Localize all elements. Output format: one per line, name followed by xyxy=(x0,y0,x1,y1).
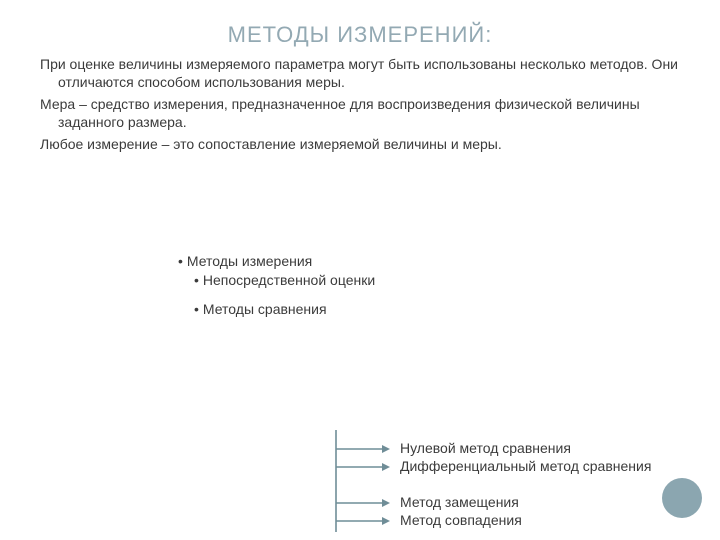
arrow-label: Дифференциальный метод сравнения xyxy=(400,458,651,476)
arrow-label: Нулевой метод сравнения xyxy=(400,440,571,458)
arrow-row: Метод совпадения xyxy=(328,512,688,530)
slide-title: МЕТОДЫ ИЗМЕРЕНИЙ: xyxy=(0,22,720,48)
paragraph: Мера – средство измерения, предназначенн… xyxy=(22,96,698,132)
paragraph: Любое измерение – это сопоставление изме… xyxy=(22,136,698,154)
list-label: Методы сравнения xyxy=(203,301,327,317)
methods-list: Методы измерения Непосредственной оценки… xyxy=(178,252,375,319)
list-item-lvl2: Непосредственной оценки xyxy=(178,271,375,290)
list-item-lvl2: Методы сравнения xyxy=(178,300,375,319)
arrow-icon xyxy=(328,494,390,512)
list-label: Методы измерения xyxy=(187,253,312,269)
list-item-lvl1: Методы измерения xyxy=(178,252,375,271)
arrow-icon xyxy=(328,458,390,494)
paragraph: При оценке величины измеряемого параметр… xyxy=(22,56,698,92)
arrow-icon xyxy=(328,440,390,458)
arrow-label: Метод замещения xyxy=(400,494,519,512)
list-gap xyxy=(178,290,375,300)
decorative-circle-icon xyxy=(662,478,702,518)
list-label: Непосредственной оценки xyxy=(203,272,375,288)
arrow-label: Метод совпадения xyxy=(400,512,522,530)
slide: МЕТОДЫ ИЗМЕРЕНИЙ: При оценке величины из… xyxy=(0,22,720,540)
arrow-row: Метод замещения xyxy=(328,494,688,512)
arrow-row: Нулевой метод сравнения xyxy=(328,440,688,458)
comparison-methods-arrows: Нулевой метод сравнения Дифференциальный… xyxy=(328,440,688,530)
body-text: При оценке величины измеряемого параметр… xyxy=(0,56,720,154)
arrow-row: Дифференциальный метод сравнения xyxy=(328,458,688,494)
arrow-icon xyxy=(328,512,390,530)
